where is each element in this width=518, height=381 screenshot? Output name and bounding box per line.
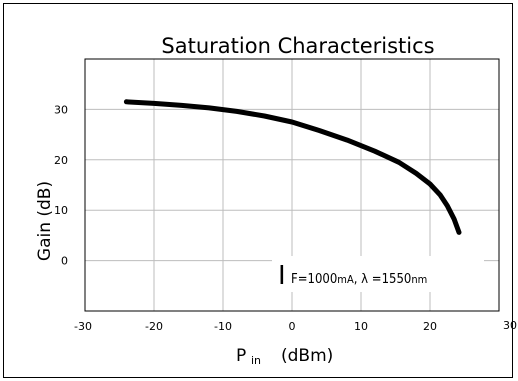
chart-title: Saturation Characteristics — [161, 34, 434, 58]
y-tick-label: 30 — [54, 103, 68, 116]
condition-annotation: I F=1000mA, λ =1550nm — [272, 256, 484, 292]
x-axis-label-sub: in — [251, 354, 261, 367]
annotation-text: F=1000mA, λ =1550nm — [291, 272, 427, 287]
x-tick-label: 0 — [289, 320, 296, 333]
annotation-background — [272, 256, 484, 292]
x-tick-label: -20 — [145, 320, 163, 333]
x-tick-label: -30 — [74, 320, 92, 333]
x-tick-label: 30 — [503, 319, 517, 332]
annotation-symbol: I — [278, 261, 286, 291]
y-tick-label: 20 — [54, 154, 68, 167]
x-axis-label-main: P — [236, 346, 246, 366]
chart-frame — [3, 3, 513, 378]
x-tick-label: -10 — [214, 320, 232, 333]
annotation-middle: , λ =1550 — [354, 272, 412, 287]
gain-curve — [123, 99, 462, 235]
annotation-subscript: F=1000 — [291, 272, 337, 287]
annotation-unit-ma: mA — [337, 273, 354, 286]
plot-area — [84, 58, 500, 312]
x-axis-label-unit: (dBm) — [281, 346, 333, 366]
y-tick-label: 10 — [54, 204, 68, 217]
x-axis-label: P in (dBm) — [236, 346, 333, 367]
annotation-unit-nm: nm — [411, 273, 427, 286]
x-tick-label: 20 — [423, 320, 437, 333]
y-axis-label: Gain (dB) — [35, 181, 55, 261]
x-tick-label: 10 — [354, 320, 368, 333]
y-axis-ticks: 0 10 20 30 — [54, 103, 68, 267]
y-tick-label: 0 — [61, 255, 68, 268]
x-axis-ticks: -30 -20 -10 0 10 20 30 — [74, 319, 517, 333]
